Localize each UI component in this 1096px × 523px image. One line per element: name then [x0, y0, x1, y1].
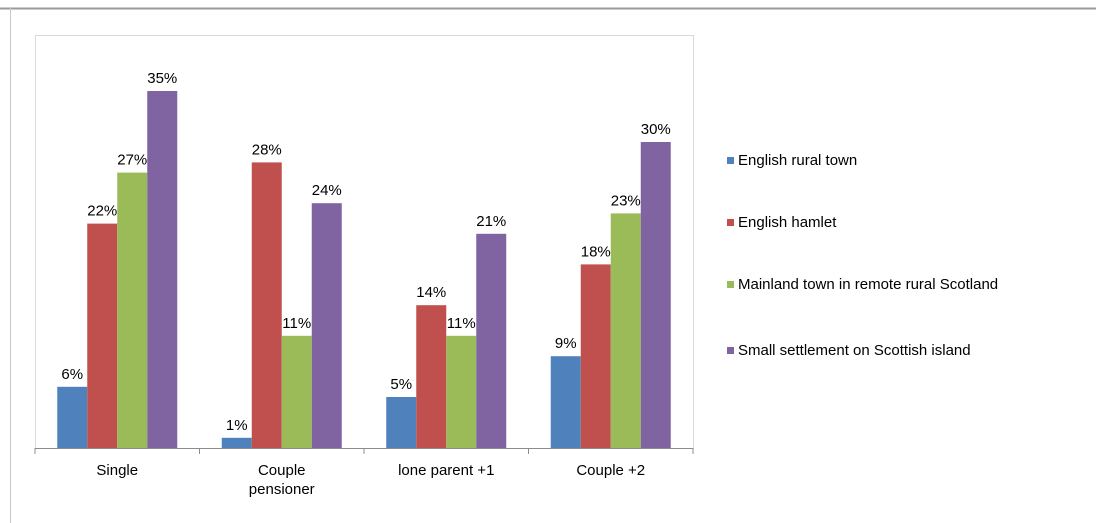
- data-label: 28%: [252, 141, 282, 158]
- legend-item: Small settlement on Scottish island: [727, 340, 1083, 361]
- bar: [221, 437, 252, 448]
- x-tick-label: Single: [96, 462, 139, 479]
- x-tick-label: lone parent +1: [398, 462, 495, 479]
- bar: [87, 223, 118, 448]
- legend-label: Mainland town in remote rural Scotland: [738, 276, 999, 293]
- legend-swatch: [727, 347, 734, 354]
- data-label: 22%: [87, 203, 117, 220]
- legend-label: Small settlement on Scottish island: [738, 342, 971, 359]
- legend-item: Mainland town in remote rural Scotland: [727, 274, 1083, 295]
- data-label: 11%: [447, 315, 476, 332]
- bar: [550, 356, 581, 448]
- bar: [281, 335, 312, 448]
- bar: [446, 335, 477, 448]
- bar: [311, 203, 342, 448]
- bar: [251, 162, 282, 448]
- data-label: 11%: [282, 315, 311, 332]
- data-label: 35%: [147, 70, 177, 87]
- bar: [117, 172, 148, 448]
- legend-label: English rural town: [738, 152, 858, 169]
- data-label: 23%: [611, 192, 641, 209]
- x-tick-label: Couple pensioner: [248, 462, 315, 498]
- data-label: 27%: [117, 152, 147, 169]
- legend-label: English hamlet: [738, 214, 837, 231]
- data-label: 18%: [581, 243, 611, 260]
- data-label: 5%: [390, 376, 412, 393]
- data-label: 9%: [555, 335, 577, 352]
- bar: [640, 142, 671, 448]
- bar: [580, 264, 611, 448]
- data-label: 21%: [476, 213, 506, 230]
- x-tick-label: Couple +2: [576, 462, 646, 479]
- data-label: 30%: [641, 121, 671, 138]
- bar: [610, 213, 641, 448]
- bar: [386, 397, 417, 448]
- legend-swatch: [727, 219, 734, 226]
- data-label: 14%: [416, 284, 446, 301]
- bar: [416, 305, 447, 448]
- legend-item: English rural town: [727, 150, 1083, 171]
- legend-swatch: [727, 281, 734, 288]
- data-label: 24%: [312, 182, 342, 199]
- data-label: 1%: [226, 417, 248, 434]
- bar: [476, 233, 507, 448]
- legend-item: English hamlet: [727, 212, 1083, 233]
- bar: [147, 91, 178, 448]
- data-label: 6%: [61, 366, 83, 383]
- bar: [57, 386, 88, 448]
- legend-swatch: [727, 157, 734, 164]
